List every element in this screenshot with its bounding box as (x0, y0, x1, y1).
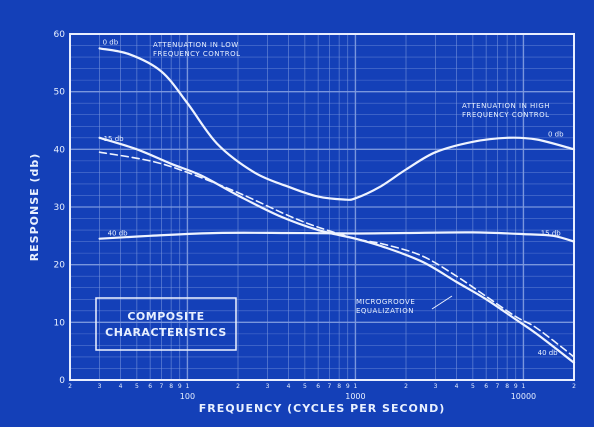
microgroove-pointer (431, 295, 453, 310)
x-minor-tick-label: 5 (303, 383, 307, 390)
x-minor-tick-label: 1 (522, 383, 526, 390)
y-tick-label: 10 (54, 318, 66, 328)
y-tick-label: 50 (54, 88, 66, 98)
x-minor-tick-label: 9 (514, 383, 518, 390)
x-minor-tick-label: 4 (119, 383, 123, 390)
curve-0-db-0 (98, 47, 576, 201)
x-minor-tick-label: 2 (404, 383, 408, 390)
low-control-line2: FREQUENCY CONTROL (153, 50, 241, 58)
x-minor-tick-label: 8 (337, 383, 341, 390)
composite-box-line1: COMPOSITE (127, 310, 204, 323)
x-minor-tick-label: 1 (354, 383, 358, 390)
y-tick-label: 40 (54, 145, 66, 155)
x-minor-tick-label: 2 (68, 383, 72, 390)
x-major-tick-label: 1000 (345, 392, 365, 401)
composite-box-frame (95, 297, 237, 351)
x-minor-tick-label: 7 (327, 383, 331, 390)
y-tick-label: 20 (54, 261, 66, 271)
low-control-line1: ATTENUATION IN LOW (153, 41, 239, 49)
response-curves (98, 47, 576, 364)
x-minor-tick-label: 4 (455, 383, 459, 390)
x-minor-tick-label: 2 (236, 383, 240, 390)
series-label-0-db: 0 db (103, 38, 119, 46)
y-tick-labels: 0 10 20 30 40 50 60 (54, 30, 66, 386)
x-minor-tick-label: 4 (287, 383, 291, 390)
x-minor-tick-label: 7 (495, 383, 499, 390)
curve-15-db-3 (98, 231, 576, 243)
curve-microgroove-equalization-4 (98, 151, 575, 358)
high-control-annotation: ATTENUATION IN HIGH FREQUENCY CONTROL (462, 102, 550, 119)
x-minor-tick-label: 8 (169, 383, 173, 390)
high-control-line1: ATTENUATION IN HIGH (462, 102, 550, 110)
x-major-tick-label: 10000 (511, 392, 536, 401)
series-label-15-db: 15 db (541, 229, 562, 237)
x-axis-label: FREQUENCY (CYCLES PER SECOND) (199, 402, 446, 415)
x-major-tick-label: 100 (180, 392, 195, 401)
composite-box: COMPOSITE CHARACTERISTICS (95, 297, 237, 351)
microgroove-annotation: MICROGROOVE EQUALIZATION (356, 295, 453, 315)
x-minor-tick-label: 5 (471, 383, 475, 390)
high-control-line2: FREQUENCY CONTROL (462, 111, 550, 119)
microgroove-line1: MICROGROOVE (356, 298, 415, 306)
x-minor-tick-label: 3 (266, 383, 270, 390)
series-labels: 0 db 0 db 15 db 15 db 40 db 40 db (103, 38, 565, 357)
x-minor-tick-label: 6 (148, 383, 152, 390)
series-label-15-db: 15 db (104, 135, 125, 143)
series-label-0-db: 0 db (548, 131, 564, 139)
series-label-40-db: 40 db (538, 349, 559, 357)
y-axis-label: RESPONSE (db) (28, 153, 41, 262)
x-minor-tick-label: 7 (159, 383, 163, 390)
x-minor-tick-label: 3 (434, 383, 438, 390)
low-control-annotation: ATTENUATION IN LOW FREQUENCY CONTROL (153, 41, 241, 58)
y-tick-label: 30 (54, 203, 66, 213)
x-minor-tick-label: 2 (572, 383, 576, 390)
series-label-40-db-left: 40 db (108, 230, 129, 238)
x-minor-tick-label: 6 (484, 383, 488, 390)
plot-frame (69, 33, 575, 381)
y-tick-label: 0 (59, 376, 65, 386)
x-minor-tick-label: 3 (98, 383, 102, 390)
x-minor-tick-label: 9 (178, 383, 182, 390)
x-minor-tick-label: 5 (135, 383, 139, 390)
x-minor-tick-label: 1 (186, 383, 190, 390)
y-tick-label: 60 (54, 30, 66, 40)
x-minor-tick-label: 8 (505, 383, 509, 390)
microgroove-line2: EQUALIZATION (356, 307, 414, 315)
x-minor-tick-label: 6 (316, 383, 320, 390)
x-minor-tick-label: 9 (346, 383, 350, 390)
composite-box-line2: CHARACTERISTICS (105, 326, 227, 339)
